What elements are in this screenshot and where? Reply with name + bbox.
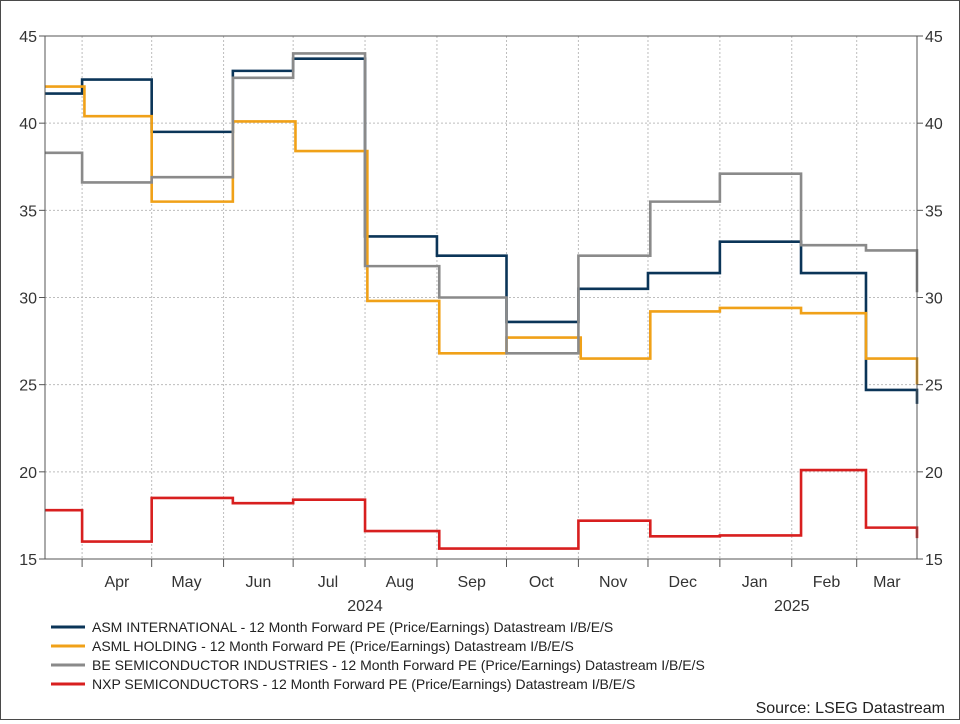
y-tick-label-right: 35 (925, 203, 943, 220)
x-year-label: 2025 (774, 598, 810, 615)
x-tick-label: Aug (386, 574, 414, 591)
series-line-4 (45, 468, 919, 550)
legend-label-2: ASML HOLDING - 12 Month Forward PE (Pric… (92, 638, 574, 654)
legend: ASM INTERNATIONAL - 12 Month Forward PE … (51, 619, 705, 692)
x-tick-label: Jun (245, 574, 271, 591)
x-tick-label: Feb (813, 574, 841, 591)
x-tick-label: Sep (457, 574, 486, 591)
y-tick-label-right: 15 (925, 552, 943, 569)
x-tick-label: Apr (104, 574, 130, 591)
x-tick-label: Oct (529, 574, 554, 591)
legend-label-3: BE SEMICONDUCTOR INDUSTRIES - 12 Month F… (92, 657, 705, 673)
y-tick-label-left: 15 (19, 552, 37, 569)
legend-label-4: NXP SEMICONDUCTORS - 12 Month Forward PE… (92, 676, 635, 692)
series-line-3 (45, 52, 919, 355)
x-tick-label: Mar (873, 574, 901, 591)
legend-label-1: ASM INTERNATIONAL - 12 Month Forward PE … (92, 619, 613, 635)
x-year-label: 2024 (347, 598, 383, 615)
x-axis: Apr May Jun Jul Aug Sep Oct Nov Dec Jan Feb Mar 2024… (81, 559, 901, 615)
y-axis-left: 15 20 25 30 35 40 45 (19, 29, 45, 569)
y-tick-label-right: 25 (925, 378, 943, 395)
x-tick-label: May (171, 574, 201, 591)
x-tick-label: Jan (742, 574, 768, 591)
y-tick-label-left: 30 (19, 291, 37, 308)
series-lines (45, 52, 919, 550)
y-tick-label-left: 20 (19, 465, 37, 482)
x-tick-label: Dec (669, 574, 697, 591)
y-tick-label-left: 40 (19, 116, 37, 133)
y-tick-label-right: 40 (925, 116, 943, 133)
y-tick-label-left: 45 (19, 29, 37, 46)
y-tick-label-right: 20 (925, 465, 943, 482)
source-note: Source: LSEG Datastream (756, 700, 945, 717)
y-tick-label-right: 45 (925, 29, 943, 46)
y-tick-label-right: 30 (925, 291, 943, 308)
series-line-1 (45, 57, 919, 404)
y-tick-label-left: 35 (19, 203, 37, 220)
y-axis-right: 15 20 25 30 35 40 45 (917, 29, 943, 569)
x-tick-label: Jul (318, 574, 338, 591)
y-tick-label-left: 25 (19, 378, 37, 395)
x-tick-label: Nov (599, 574, 627, 591)
